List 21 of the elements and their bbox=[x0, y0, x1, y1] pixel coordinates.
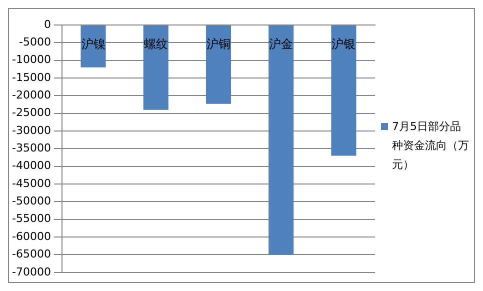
y-tick-label: -55000 bbox=[12, 212, 51, 226]
y-tick-label: -65000 bbox=[12, 248, 51, 261]
x-tick-label: 螺纹 bbox=[144, 37, 168, 52]
y-tick-label: -40000 bbox=[12, 159, 51, 172]
y-tick-label: -20000 bbox=[12, 88, 51, 102]
y-tick-label: -50000 bbox=[12, 194, 51, 208]
y-tick-label: -30000 bbox=[12, 124, 51, 137]
y-tick-label: -35000 bbox=[12, 142, 51, 155]
y-tick-label: -60000 bbox=[12, 230, 51, 243]
x-tick-label: 沪金 bbox=[269, 37, 294, 52]
y-tick-label: -10000 bbox=[12, 53, 51, 66]
y-tick-label: 0 bbox=[44, 18, 51, 31]
y-tick-label: -25000 bbox=[12, 106, 51, 120]
legend-label: 7月5日部分品种资金流向（万元） bbox=[392, 119, 469, 173]
y-tick-label: -70000 bbox=[12, 265, 51, 278]
y-tick-label: -5000 bbox=[18, 36, 51, 49]
x-tick-label: 沪镍 bbox=[81, 37, 106, 52]
y-tick-label: -15000 bbox=[12, 70, 51, 84]
x-tick-label: 沪银 bbox=[332, 37, 356, 52]
y-tick-label: -45000 bbox=[12, 176, 51, 190]
x-tick-label: 沪铜 bbox=[206, 37, 230, 52]
